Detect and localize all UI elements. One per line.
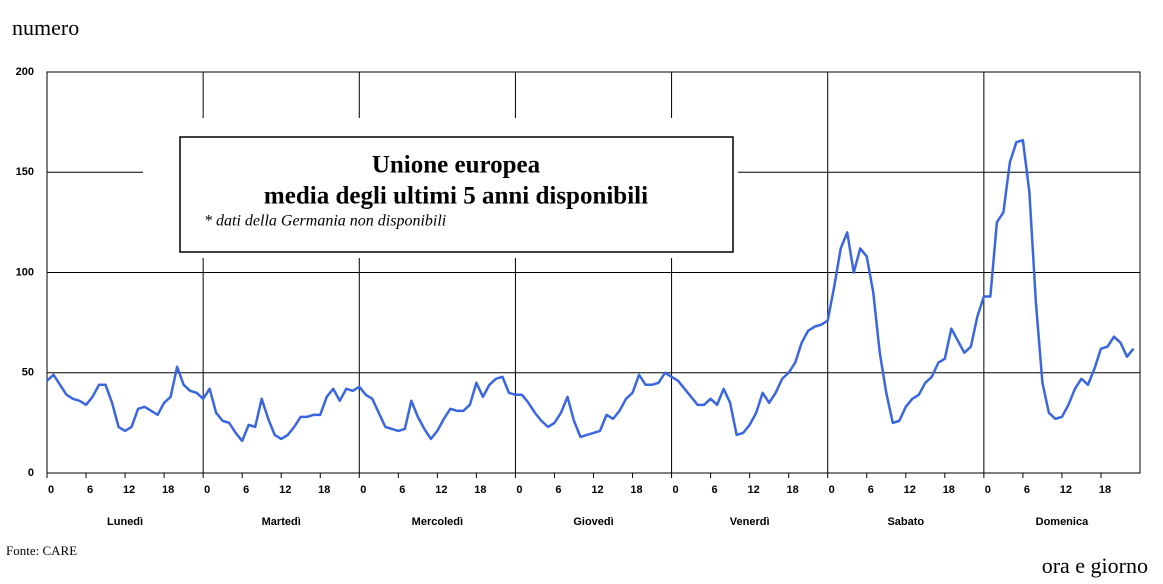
day-label: Martedì [262,516,301,528]
x-tick-label: 6 [555,484,561,496]
x-tick-label: 6 [243,484,249,496]
x-tick-label: 18 [1099,484,1111,496]
x-tick-label: 0 [985,484,991,496]
x-tick-label: 6 [87,484,93,496]
x-tick-label: 12 [435,484,447,496]
day-label: Lunedì [107,516,143,528]
x-tick-label: 6 [399,484,405,496]
x-axis-label: ora e giorno [1042,553,1148,578]
x-tick-label: 18 [630,484,642,496]
x-tick-label: 18 [318,484,330,496]
note: * dati della Germania non disponibili [204,213,446,230]
x-tick-label: 12 [904,484,916,496]
y-tick-label: 150 [16,166,34,178]
x-tick-label: 0 [204,484,210,496]
x-tick-label: 12 [591,484,603,496]
day-label: Venerdì [730,516,770,528]
x-tick-label: 0 [360,484,366,496]
x-tick-label: 0 [829,484,835,496]
x-tick-label: 0 [673,484,679,496]
plot-frame [46,71,1141,474]
source: Fonte: CARE [6,543,77,558]
x-tick-label: 18 [943,484,955,496]
day-label: Mercoledì [412,516,463,528]
x-tick-label: 12 [279,484,291,496]
day-label: Sabato [887,516,924,528]
x-tick-label: 0 [48,484,54,496]
x-tick-label: 6 [712,484,718,496]
chart-title: Unione europea [372,152,541,179]
x-tick-label: 18 [787,484,799,496]
y-axis-label: numero [12,15,79,40]
line [46,138,1135,443]
x-tick-label: 6 [868,484,874,496]
x-tick-label: 0 [516,484,522,496]
chart-subtitle: media degli ultimi 5 anni disponibili [264,183,648,210]
day-label: Giovedì [573,516,613,528]
x-tick-label: 12 [123,484,135,496]
x-tick-label: 18 [162,484,174,496]
y-tick-label: 100 [16,266,34,278]
x-tick-label: 6 [1024,484,1030,496]
title-box [179,136,734,253]
y-tick-label: 50 [22,367,34,379]
y-tick-label: 200 [16,66,34,78]
y-tick-label: 0 [28,467,34,479]
day-label: Domenica [1036,516,1089,528]
x-tick-label: 12 [1060,484,1072,496]
x-tick-label: 18 [474,484,486,496]
x-tick-label: 12 [748,484,760,496]
